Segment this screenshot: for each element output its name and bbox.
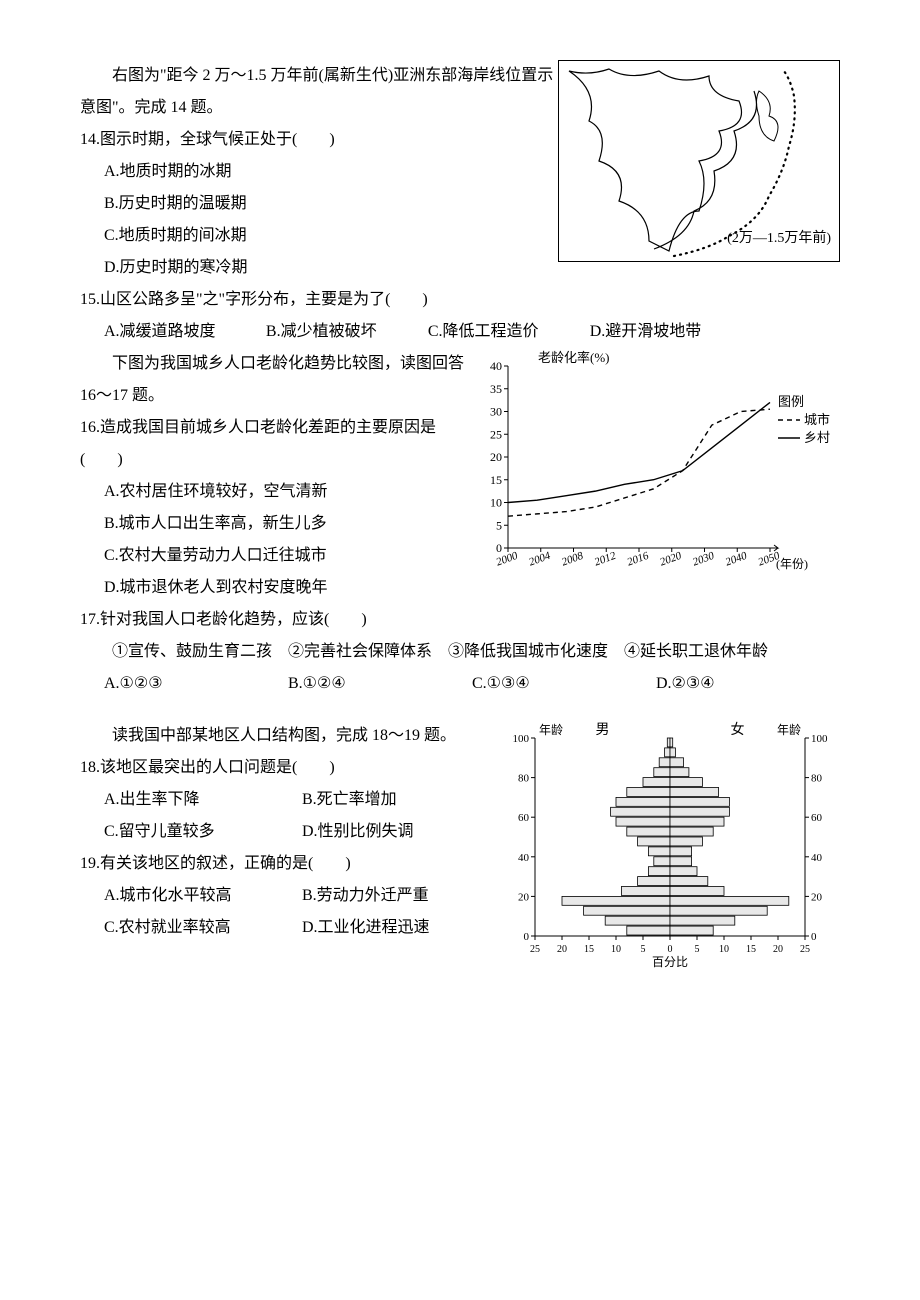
q14-text: 右图为"距今 2 万～1.5 万年前(属新生代)亚洲东部海岸线位置示意图"。完成…	[80, 60, 558, 284]
svg-text:20: 20	[773, 944, 783, 955]
svg-text:30: 30	[490, 405, 502, 419]
q19-opt-a: A.城市化水平较高	[104, 880, 302, 912]
svg-text:80: 80	[811, 773, 823, 785]
svg-text:0: 0	[524, 931, 530, 943]
svg-text:5: 5	[496, 518, 502, 532]
q18-19-block: 读我国中部某地区人口结构图，完成 18～19 题。 18.该地区最突出的人口问题…	[80, 720, 840, 970]
q15-opt-a: A.减缓道路坡度	[104, 316, 266, 348]
svg-text:5: 5	[695, 944, 700, 955]
q17-opt-c: C.①③④	[472, 668, 656, 700]
q18-options: A.出生率下降 B.死亡率增加 C.留守儿童较多 D.性别比例失调	[80, 784, 500, 848]
svg-text:2008: 2008	[560, 550, 585, 569]
q18-19-text: 读我国中部某地区人口结构图，完成 18～19 题。 18.该地区最突出的人口问题…	[80, 720, 500, 944]
svg-text:60: 60	[518, 812, 530, 824]
q16-opt-a: A.农村居住环境较好，空气清新	[104, 476, 470, 508]
q15-opt-c: C.降低工程造价	[428, 316, 590, 348]
svg-text:100: 100	[513, 733, 530, 745]
svg-text:60: 60	[811, 812, 823, 824]
q16-17-text: 下图为我国城乡人口老龄化趋势比较图，读图回答 16～17 题。 16.造成我国目…	[80, 348, 470, 604]
q17-opt-a: A.①②③	[104, 668, 288, 700]
svg-text:(年份): (年份)	[776, 557, 808, 571]
q16-17-block: 下图为我国城乡人口老龄化趋势比较图，读图回答 16～17 题。 16.造成我国目…	[80, 348, 840, 604]
svg-text:男: 男	[596, 723, 610, 738]
population-pyramid: 0 0 20 20 40 40 60 60 80 80 100 100 25 20 15 10 5 0 5 10 15 2…	[500, 720, 840, 970]
q14-opt-b: B.历史时期的温暖期	[104, 188, 558, 220]
svg-text:10: 10	[611, 944, 621, 955]
svg-text:20: 20	[811, 891, 823, 903]
q14-options: A.地质时期的冰期 B.历史时期的温暖期 C.地质时期的间冰期 D.历史时期的寒…	[80, 156, 558, 284]
svg-text:15: 15	[746, 944, 756, 955]
svg-text:100: 100	[811, 733, 828, 745]
q17-opt-d: D.②③④	[656, 668, 840, 700]
q16-stem: 16.造成我国目前城乡人口老龄化差距的主要原因是( )	[80, 412, 470, 476]
svg-text:2012: 2012	[593, 550, 618, 569]
svg-text:百分比: 百分比	[652, 955, 688, 969]
q15-opt-d: D.避开滑坡地带	[590, 316, 840, 348]
svg-text:老龄化率(%): 老龄化率(%)	[538, 350, 610, 365]
q16-options: A.农村居住环境较好，空气清新 B.城市人口出生率高，新生儿多 C.农村大量劳动…	[80, 476, 470, 604]
map-caption: (2万—1.5万年前)	[727, 225, 831, 253]
svg-text:80: 80	[518, 773, 530, 785]
q19-options: A.城市化水平较高 B.劳动力外迁严重 C.农村就业率较高 D.工业化进程迅速	[80, 880, 500, 944]
svg-text:城市: 城市	[804, 412, 830, 427]
svg-text:0: 0	[496, 541, 502, 555]
q14-opt-d: D.历史时期的寒冷期	[104, 252, 558, 284]
q16-opt-d: D.城市退休老人到农村安度晚年	[104, 572, 470, 604]
q15-stem: 15.山区公路多呈"之"字形分布，主要是为了( )	[80, 284, 840, 316]
svg-text:0: 0	[811, 931, 817, 943]
svg-text:20: 20	[518, 891, 530, 903]
svg-text:40: 40	[490, 359, 502, 373]
q17-items: ①宣传、鼓励生育二孩 ②完善社会保障体系 ③降低我国城市化速度 ④延长职工退休年…	[80, 636, 840, 668]
svg-text:20: 20	[557, 944, 567, 955]
q19-opt-d: D.工业化进程迅速	[302, 912, 500, 944]
coastline-map: (2万—1.5万年前)	[558, 60, 840, 262]
svg-text:女: 女	[731, 721, 745, 738]
q16-opt-c: C.农村大量劳动力人口迁往城市	[104, 540, 470, 572]
q14-opt-a: A.地质时期的冰期	[104, 156, 558, 188]
svg-text:15: 15	[490, 473, 502, 487]
svg-text:25: 25	[490, 427, 502, 441]
intro-16: 下图为我国城乡人口老龄化趋势比较图，读图回答 16～17 题。	[80, 348, 470, 412]
q18-opt-c: C.留守儿童较多	[104, 816, 302, 848]
q15-opt-b: B.减少植被破坏	[266, 316, 428, 348]
intro-14: 右图为"距今 2 万～1.5 万年前(属新生代)亚洲东部海岸线位置示意图"。完成…	[80, 60, 558, 124]
svg-text:乡村: 乡村	[804, 430, 830, 445]
svg-text:2040: 2040	[724, 550, 749, 569]
q17-stem: 17.针对我国人口老龄化趋势，应该( )	[80, 604, 840, 636]
svg-text:40: 40	[811, 852, 823, 864]
svg-text:25: 25	[800, 944, 810, 955]
intro-18: 读我国中部某地区人口结构图，完成 18～19 题。	[80, 720, 500, 752]
svg-text:年龄: 年龄	[539, 723, 563, 737]
svg-text:35: 35	[490, 382, 502, 396]
q19-opt-c: C.农村就业率较高	[104, 912, 302, 944]
svg-text:2016: 2016	[626, 550, 651, 569]
svg-text:40: 40	[518, 852, 530, 864]
svg-text:0: 0	[668, 944, 673, 955]
q17-opt-b: B.①②④	[288, 668, 472, 700]
q18-opt-d: D.性别比例失调	[302, 816, 500, 848]
svg-text:25: 25	[530, 944, 540, 955]
svg-text:图例: 图例	[778, 394, 804, 409]
q16-opt-b: B.城市人口出生率高，新生儿多	[104, 508, 470, 540]
svg-text:10: 10	[490, 496, 502, 510]
svg-text:20: 20	[490, 450, 502, 464]
q14-opt-c: C.地质时期的间冰期	[104, 220, 558, 252]
aging-chart: 0510152025303540老龄化率(%)20002004200820122…	[470, 348, 840, 588]
q19-stem: 19.有关该地区的叙述，正确的是( )	[80, 848, 500, 880]
q17-options: A.①②③ B.①②④ C.①③④ D.②③④	[80, 668, 840, 700]
svg-text:5: 5	[641, 944, 646, 955]
q18-opt-b: B.死亡率增加	[302, 784, 500, 816]
q14-stem: 14.图示时期，全球气候正处于( )	[80, 124, 558, 156]
svg-text:2004: 2004	[527, 550, 552, 569]
svg-text:年龄: 年龄	[777, 723, 801, 737]
svg-text:2030: 2030	[691, 550, 716, 569]
q18-stem: 18.该地区最突出的人口问题是( )	[80, 752, 500, 784]
q15-options: A.减缓道路坡度 B.减少植被破坏 C.降低工程造价 D.避开滑坡地带	[80, 316, 840, 348]
q19-opt-b: B.劳动力外迁严重	[302, 880, 500, 912]
svg-text:2020: 2020	[658, 550, 683, 569]
q18-opt-a: A.出生率下降	[104, 784, 302, 816]
svg-text:10: 10	[719, 944, 729, 955]
svg-text:15: 15	[584, 944, 594, 955]
q14-block: 右图为"距今 2 万～1.5 万年前(属新生代)亚洲东部海岸线位置示意图"。完成…	[80, 60, 840, 284]
